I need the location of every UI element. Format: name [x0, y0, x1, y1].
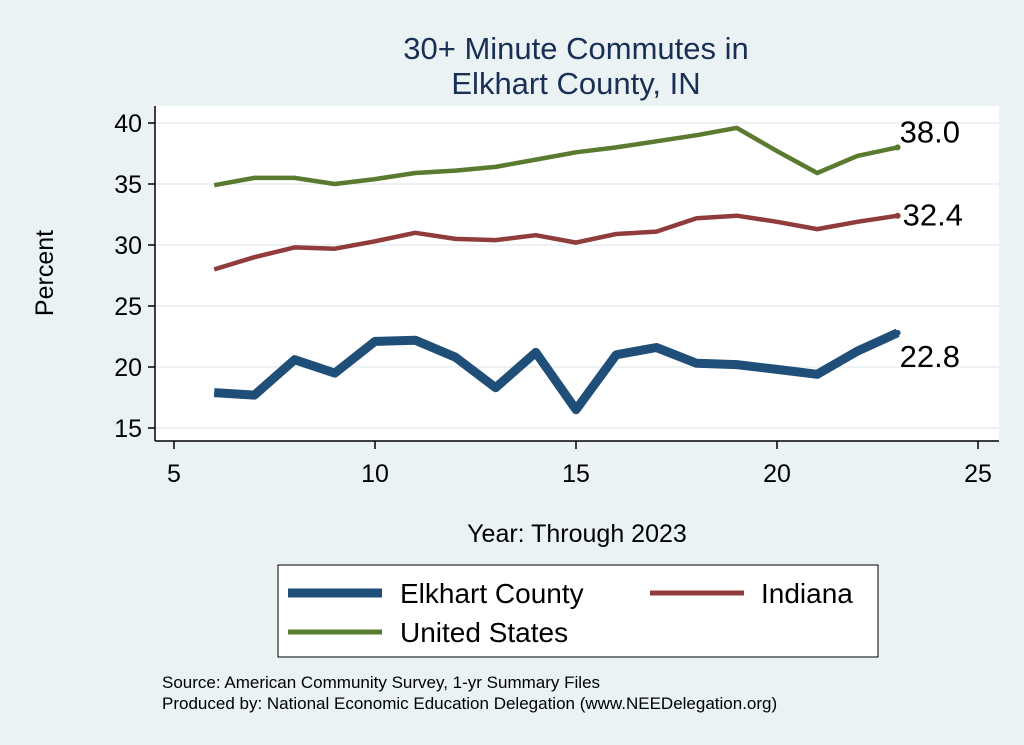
y-tick-label-40: 40 — [114, 110, 142, 138]
chart-title-line-2: Elkhart County, IN — [451, 66, 700, 101]
x-tick-label-25: 25 — [964, 460, 992, 488]
legend-label-indiana: Indiana — [761, 578, 853, 609]
x-tick-label-20: 20 — [763, 460, 791, 488]
producer-note: Produced by: National Economic Education… — [162, 694, 777, 713]
x-tick-label-10: 10 — [361, 460, 389, 488]
y-tick-label-15: 15 — [114, 415, 142, 443]
plot-area — [155, 106, 999, 441]
legend-label-elkhart: Elkhart County — [400, 578, 584, 609]
legend-label-us: United States — [400, 617, 568, 648]
y-axis-ticks: 15 20 25 30 35 40 — [114, 110, 155, 443]
series-line-us — [213, 125, 899, 188]
x-axis-ticks: 5 10 15 20 25 — [167, 441, 992, 488]
gridlines — [155, 122, 999, 429]
y-tick-label-30: 30 — [114, 232, 142, 260]
series-line-elkhart — [213, 328, 900, 415]
series-group: 38.0 32.4 22.8 — [213, 114, 963, 415]
series-end-marker-indiana — [894, 212, 901, 219]
legend-box — [277, 564, 879, 658]
end-label-indiana: 32.4 — [903, 198, 963, 233]
x-axis-title: Year: Through 2023 — [467, 520, 687, 548]
end-label-us: 38.0 — [900, 114, 960, 149]
y-tick-label-35: 35 — [114, 171, 142, 199]
series-line-indiana — [213, 213, 898, 272]
x-tick-label-5: 5 — [167, 460, 181, 488]
series-end-marker-us — [894, 144, 901, 151]
chart-title-line-1: 30+ Minute Commutes in — [403, 31, 748, 66]
end-label-elkhart: 22.8 — [900, 339, 960, 374]
y-axis-title: Percent — [31, 230, 59, 316]
x-tick-label-15: 15 — [562, 460, 590, 488]
y-tick-label-20: 20 — [114, 354, 142, 382]
y-tick-label-25: 25 — [114, 293, 142, 321]
series-end-marker-elkhart — [894, 329, 901, 336]
source-note: Source: American Community Survey, 1-yr … — [162, 673, 600, 692]
